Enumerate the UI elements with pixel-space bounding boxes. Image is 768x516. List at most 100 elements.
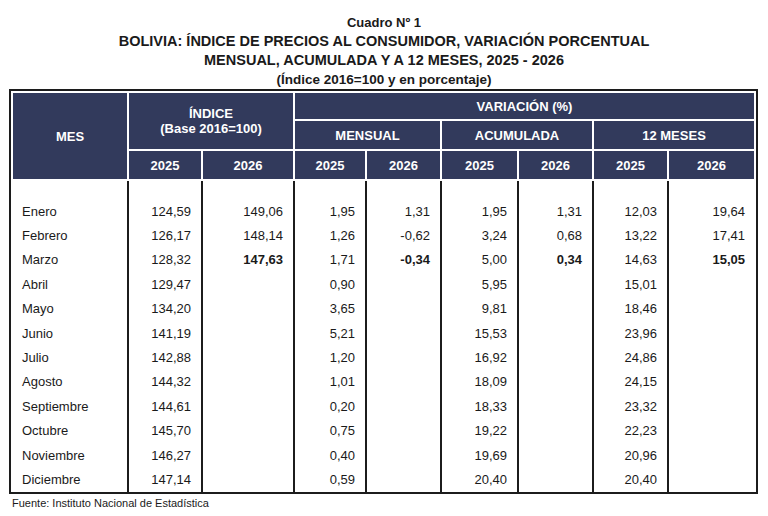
header-12-meses: 12 MESES [593, 120, 755, 150]
month-cell: Octubre [12, 419, 128, 443]
header-mes: MES [12, 92, 128, 180]
value-cell [518, 443, 593, 467]
value-cell [366, 419, 441, 443]
month-cell: Enero [12, 199, 128, 223]
value-cell: 19,69 [441, 443, 518, 467]
table-row: Febrero126,17148,141,26-0,623,240,6813,2… [12, 223, 755, 247]
value-cell: 17,41 [668, 223, 755, 247]
value-cell: 126,17 [128, 223, 202, 247]
header-year-acumulada-2025: 2025 [441, 150, 518, 180]
header-year-mensual-2025: 2025 [294, 150, 366, 180]
spacer-row [12, 180, 755, 199]
header-indice: ÍNDICE (Base 2016=100) [128, 92, 294, 150]
value-cell [668, 321, 755, 345]
table-row: Octubre145,700,7519,2222,23 [12, 419, 755, 443]
month-cell: Septiembre [12, 394, 128, 418]
table-row: Junio141,19 5,21 15,53 23,96 [12, 321, 755, 345]
value-cell [366, 297, 441, 321]
value-cell: 5,00 [441, 248, 518, 272]
table-row: Noviembre146,270,4019,6920,96 [12, 443, 755, 467]
table-title-block: Cuadro Nº 1 BOLIVIA: ÍNDICE DE PRECIOS A… [0, 0, 768, 89]
value-cell [518, 345, 593, 369]
value-cell: 24,86 [593, 345, 668, 369]
header-year-mensual-2026: 2026 [366, 150, 441, 180]
value-cell: 147,14 [128, 467, 202, 491]
value-cell [668, 419, 755, 443]
value-cell: 1,01 [294, 370, 366, 394]
value-cell: 19,22 [441, 419, 518, 443]
header-year-12meses-2025: 2025 [593, 150, 668, 180]
value-cell: 0,59 [294, 467, 366, 491]
value-cell: 149,06 [202, 199, 294, 223]
value-cell: 144,32 [128, 370, 202, 394]
value-cell [202, 370, 294, 394]
value-cell: -0,34 [366, 248, 441, 272]
value-cell: 3,65 [294, 297, 366, 321]
header-year-indice-2025: 2025 [128, 150, 202, 180]
value-cell: 148,14 [202, 223, 294, 247]
value-cell: 147,63 [202, 248, 294, 272]
value-cell: 15,05 [668, 248, 755, 272]
value-cell [668, 345, 755, 369]
table-number: Cuadro Nº 1 [0, 13, 768, 32]
value-cell: 0,20 [294, 394, 366, 418]
value-cell: 124,59 [128, 199, 202, 223]
value-cell [668, 370, 755, 394]
value-cell: 13,22 [593, 223, 668, 247]
header-year-12meses-2026: 2026 [668, 150, 755, 180]
value-cell: 1,26 [294, 223, 366, 247]
value-cell: 141,19 [128, 321, 202, 345]
value-cell: 20,40 [593, 467, 668, 491]
value-cell: 23,96 [593, 321, 668, 345]
value-cell: 0,68 [518, 223, 593, 247]
header-year-indice-2026: 2026 [202, 150, 294, 180]
header-acumulada: ACUMULADA [441, 120, 593, 150]
value-cell: 15,53 [441, 321, 518, 345]
value-cell [668, 467, 755, 491]
value-cell [366, 394, 441, 418]
spacer-cell [128, 180, 202, 199]
value-cell: -0,62 [366, 223, 441, 247]
value-cell: 128,32 [128, 248, 202, 272]
value-cell: 1,31 [518, 199, 593, 223]
month-cell: Agosto [12, 370, 128, 394]
spacer-cell [294, 180, 366, 199]
value-cell [518, 419, 593, 443]
value-cell: 19,64 [668, 199, 755, 223]
table-row: Mayo134,203,659,8118,46 [12, 297, 755, 321]
spacer-cell [12, 180, 128, 199]
value-cell: 18,09 [441, 370, 518, 394]
value-cell: 145,70 [128, 419, 202, 443]
value-cell [202, 321, 294, 345]
value-cell: 22,23 [593, 419, 668, 443]
table-row: Septiembre144,610,2018,3323,32 [12, 394, 755, 418]
month-cell: Diciembre [12, 467, 128, 491]
title-subtitle: (Índice 2016=100 y en porcentaje) [0, 70, 768, 89]
table-row: Agosto144,321,0118,0924,15 [12, 370, 755, 394]
spacer-cell [441, 180, 518, 199]
value-cell: 23,32 [593, 394, 668, 418]
value-cell: 0,34 [518, 248, 593, 272]
value-cell: 146,27 [128, 443, 202, 467]
value-cell [668, 443, 755, 467]
header-variacion: VARIACIÓN (%) [294, 92, 755, 120]
month-cell: Mayo [12, 297, 128, 321]
source-note: Fuente: Instituto Nacional de Estadístic… [12, 497, 768, 510]
month-cell: Junio [12, 321, 128, 345]
value-cell [518, 321, 593, 345]
value-cell: 9,81 [441, 297, 518, 321]
value-cell [518, 370, 593, 394]
table-row: Julio142,881,2016,9224,86 [12, 345, 755, 369]
value-cell [202, 419, 294, 443]
value-cell: 5,21 [294, 321, 366, 345]
value-cell: 14,63 [593, 248, 668, 272]
header-indice-base: (Base 2016=100) [160, 121, 262, 136]
table-row: Abril129,470,905,9515,01 [12, 272, 755, 296]
value-cell [202, 297, 294, 321]
value-cell [366, 272, 441, 296]
value-cell [202, 394, 294, 418]
month-cell: Febrero [12, 223, 128, 247]
table-header: MES ÍNDICE (Base 2016=100) VARIACIÓN (%)… [12, 92, 755, 180]
month-cell: Noviembre [12, 443, 128, 467]
header-indice-title: ÍNDICE [189, 106, 233, 121]
